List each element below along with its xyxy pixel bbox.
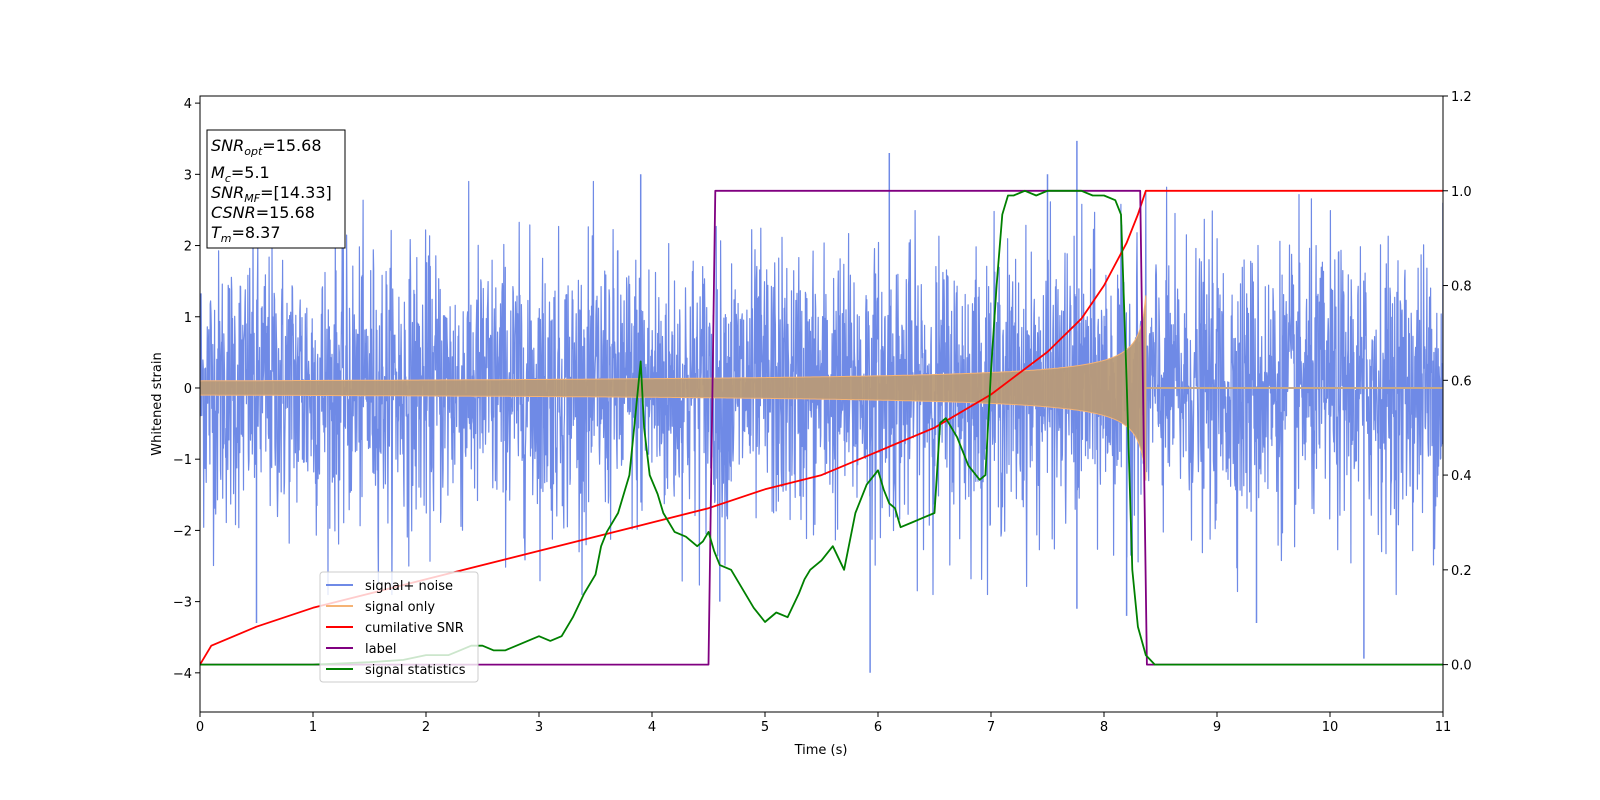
y-tick-label: 4 xyxy=(184,97,192,112)
x-tick-label: 1 xyxy=(309,720,317,735)
x-axis-label: Time (s) xyxy=(794,743,848,758)
y-tick-label: −3 xyxy=(173,596,192,611)
series-signal-only-band xyxy=(200,295,1147,481)
y-tick-label: −2 xyxy=(173,524,192,539)
info-box-frame xyxy=(206,129,346,249)
y2-tick-label: 0.6 xyxy=(1451,374,1472,389)
series-signal-noise-spikes xyxy=(255,140,1443,673)
info-tm: Tm=8.37 xyxy=(211,223,281,245)
x-tick-label: 10 xyxy=(1322,720,1339,735)
x-tick-label: 8 xyxy=(1100,720,1108,735)
x-tick-label: 6 xyxy=(874,720,882,735)
legend-label-signal-noise: signal+ noise xyxy=(365,579,453,594)
legend-label-cumulative-snr: cumilative SNR xyxy=(365,621,464,636)
y2-tick-label: 0.4 xyxy=(1451,469,1472,484)
legend-label-signal-only: signal only xyxy=(365,600,435,615)
x-tick-label: 5 xyxy=(761,720,769,735)
info-box: SNRopt=15.68 Mc=5.1 SNRMF=[14.33] CSNR=1… xyxy=(206,129,346,249)
y2-tick-label: 1.0 xyxy=(1451,185,1472,200)
info-mc: Mc=5.1 xyxy=(211,163,270,185)
ticks-layer: 0 1 2 3 4 5 6 7 8 9 10 11 −4 −3 −2 −1 0 1 2 3 4 0.0 0.2 0.4 0.6 0… xyxy=(173,90,1472,735)
y-tick-label: 1 xyxy=(184,311,192,326)
series-signal-statistics-line xyxy=(200,189,1443,666)
y-tick-label: −1 xyxy=(173,453,192,468)
y-axis-label: Whitened strain xyxy=(150,352,165,455)
y2-tick-label: 0.0 xyxy=(1451,659,1472,674)
x-tick-label: 9 xyxy=(1213,720,1221,735)
y2-tick-label: 1.2 xyxy=(1451,90,1472,105)
info-csnr: CSNR=15.68 xyxy=(211,203,315,222)
info-snr-mf: SNRMF=[14.33] xyxy=(211,183,332,205)
legend-frame xyxy=(319,571,479,683)
y-tick-label: 3 xyxy=(184,168,192,183)
legend-label-label: label xyxy=(365,642,396,657)
x-tick-label: 2 xyxy=(422,720,430,735)
series-layer xyxy=(200,140,1443,673)
x-tick-label: 11 xyxy=(1435,720,1452,735)
legend-label-signal-statistics: signal statistics xyxy=(365,663,466,678)
y2-tick-label: 0.2 xyxy=(1451,564,1472,579)
info-snr-opt: SNRopt=15.68 xyxy=(211,136,322,158)
plot-frame xyxy=(199,95,1444,713)
legend: signal+ noise signal only cumilative SNR… xyxy=(319,571,479,683)
y-tick-label: 0 xyxy=(184,382,192,397)
y-tick-label: −4 xyxy=(173,667,192,682)
x-tick-label: 0 xyxy=(196,720,204,735)
x-tick-label: 7 xyxy=(987,720,995,735)
x-tick-label: 3 xyxy=(535,720,543,735)
x-tick-label: 4 xyxy=(648,720,656,735)
y2-tick-label: 0.8 xyxy=(1451,280,1472,295)
y-tick-label: 2 xyxy=(184,240,192,255)
series-signal-noise-line xyxy=(200,180,1443,596)
